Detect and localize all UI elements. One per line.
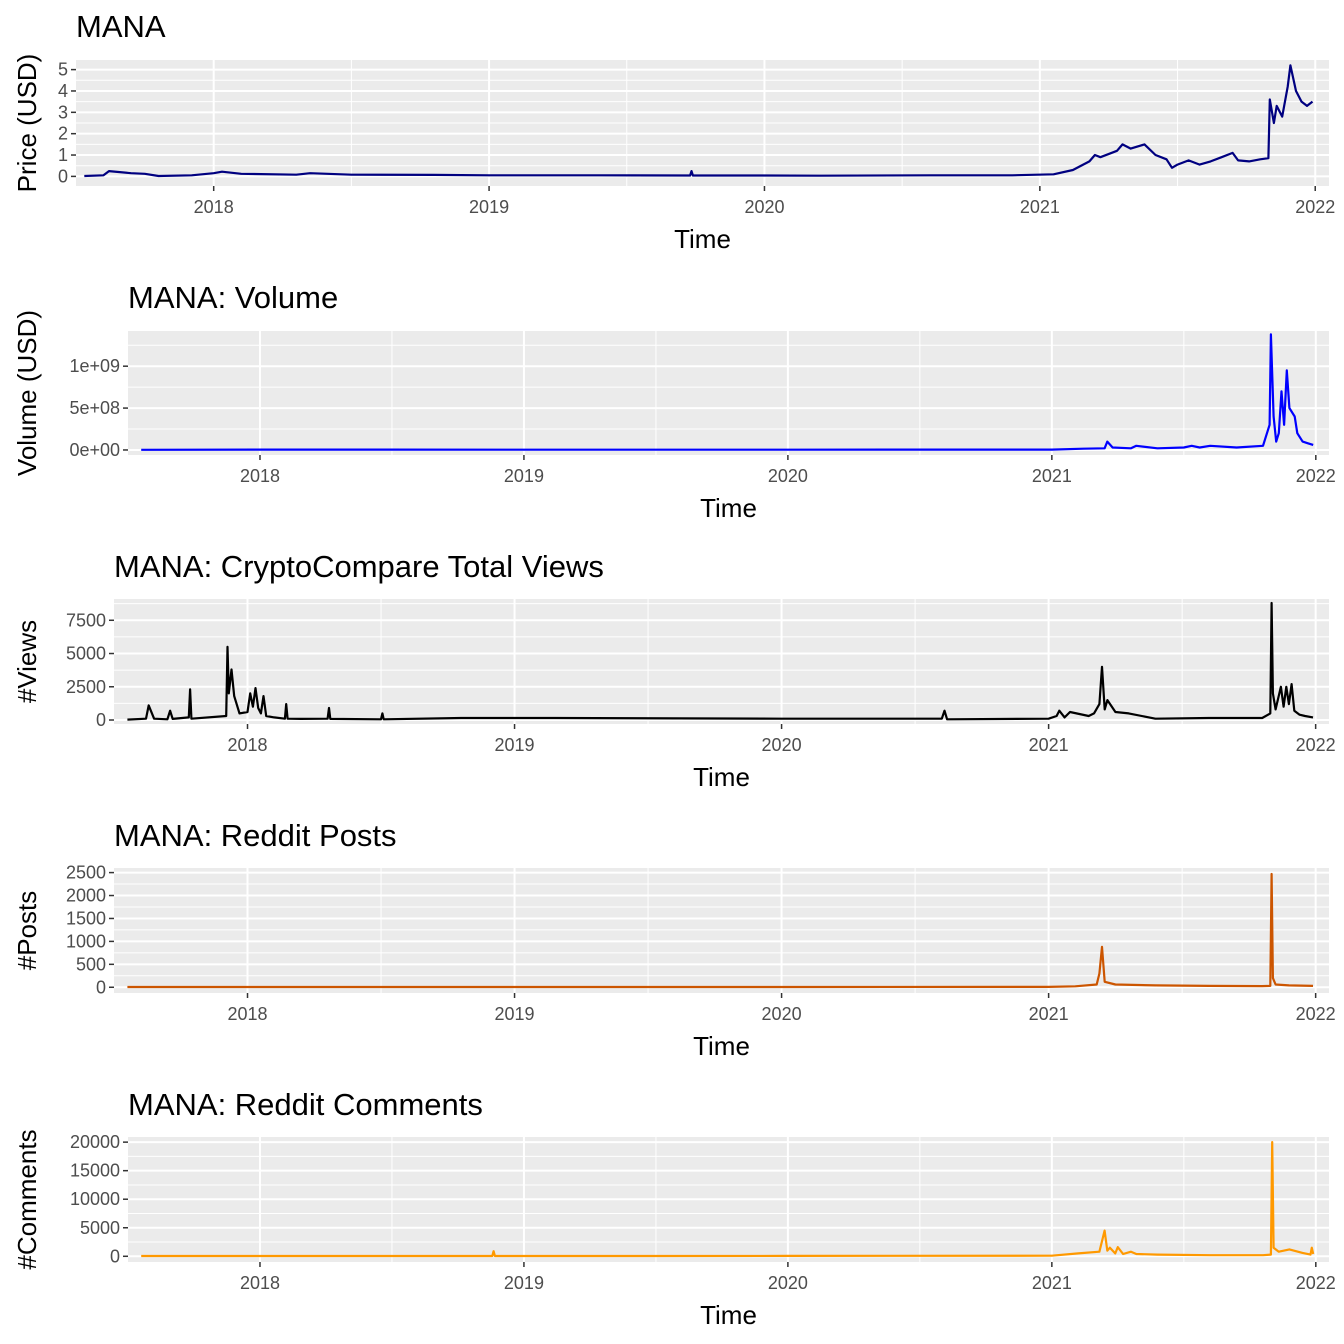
y-tick-label: 4 xyxy=(58,81,68,101)
x-tick-label: 2022 xyxy=(1296,1273,1336,1293)
x-tick-label: 2018 xyxy=(240,466,280,486)
x-tick-label: 2022 xyxy=(1296,1004,1336,1024)
x-tick-label: 2018 xyxy=(240,1273,280,1293)
y-axis-title: Volume (USD) xyxy=(12,310,42,476)
y-tick-label: 2000 xyxy=(66,886,106,906)
chart-title: MANA: Reddit Posts xyxy=(114,818,397,853)
chart-panel-2: 2018 2019 2020 2021 2022 0e+00 5e+08 1e+09 MANA:… xyxy=(12,280,1336,523)
x-tick-label: 2022 xyxy=(1295,197,1335,217)
x-tick-label: 2020 xyxy=(768,1273,808,1293)
x-tick-label: 2020 xyxy=(762,735,802,755)
chart-title: MANA: CryptoCompare Total Views xyxy=(114,549,604,584)
y-tick-label: 5 xyxy=(58,60,68,80)
series-line xyxy=(141,1140,1315,1258)
x-axis-title: Time xyxy=(693,762,750,792)
x-tick-label: 2019 xyxy=(495,735,535,755)
y-tick-label: 1500 xyxy=(66,908,106,928)
y-axis-title: Price (USD) xyxy=(12,54,42,193)
y-axis-title: #Views xyxy=(12,620,42,703)
series-line xyxy=(141,333,1314,451)
x-axis-title: Time xyxy=(693,1031,750,1061)
x-tick-label: 2020 xyxy=(744,197,784,217)
series-line xyxy=(127,601,1314,721)
y-tick-label: 5e+08 xyxy=(69,398,120,418)
y-tick-label: 20000 xyxy=(70,1132,120,1152)
chart-panel-3: 2018 2019 2020 2021 2022 0 2500 5000 7500 MANA: C… xyxy=(12,549,1336,792)
chart-title: MANA: Reddit Comments xyxy=(128,1087,483,1122)
x-tick-label: 2019 xyxy=(504,1273,544,1293)
y-tick-label: 1 xyxy=(58,145,68,165)
y-tick-label: 0e+00 xyxy=(69,440,120,460)
y-tick-label: 10000 xyxy=(70,1189,120,1209)
chart-title: MANA xyxy=(76,9,166,44)
x-tick-label: 2018 xyxy=(194,197,234,217)
panel-background xyxy=(114,868,1329,993)
chart-title: MANA: Volume xyxy=(128,280,338,315)
panel-background xyxy=(114,599,1329,724)
y-tick-label: 500 xyxy=(76,954,106,974)
y-tick-label: 3 xyxy=(58,102,68,122)
x-tick-label: 2020 xyxy=(762,1004,802,1024)
x-tick-label: 2018 xyxy=(227,735,267,755)
x-tick-label: 2022 xyxy=(1296,466,1336,486)
y-tick-label: 1e+09 xyxy=(69,356,120,376)
y-tick-label: 2500 xyxy=(66,863,106,883)
x-tick-label: 2019 xyxy=(504,466,544,486)
x-tick-label: 2021 xyxy=(1032,1273,1072,1293)
y-tick-label: 2 xyxy=(58,124,68,144)
x-tick-label: 2022 xyxy=(1296,735,1336,755)
x-axis-title: Time xyxy=(700,1300,757,1330)
panel-background xyxy=(128,331,1329,455)
x-tick-label: 2021 xyxy=(1032,466,1072,486)
y-tick-label: 5000 xyxy=(66,644,106,664)
y-tick-label: 5000 xyxy=(80,1218,120,1238)
y-tick-label: 0 xyxy=(58,166,68,186)
series-line xyxy=(127,872,1314,989)
x-axis-title: Time xyxy=(674,224,731,254)
x-tick-label: 2019 xyxy=(469,197,509,217)
x-axis-title: Time xyxy=(700,493,757,523)
x-tick-label: 2018 xyxy=(227,1004,267,1024)
y-tick-label: 1000 xyxy=(66,931,106,951)
y-tick-label: 15000 xyxy=(70,1161,120,1181)
x-tick-label: 2021 xyxy=(1020,197,1060,217)
y-tick-label: 0 xyxy=(110,1246,120,1266)
series-line xyxy=(84,64,1314,178)
y-tick-label: 2500 xyxy=(66,677,106,697)
y-tick-label: 7500 xyxy=(66,610,106,630)
y-tick-label: 0 xyxy=(96,977,106,997)
chart-panel-5: 2018 2019 2020 2021 2022 0 5000 10000 15000 20000… xyxy=(12,1087,1336,1330)
x-tick-label: 2020 xyxy=(768,466,808,486)
x-tick-label: 2021 xyxy=(1029,735,1069,755)
x-tick-label: 2021 xyxy=(1029,1004,1069,1024)
x-tick-label: 2019 xyxy=(495,1004,535,1024)
y-axis-title: #Comments xyxy=(12,1129,42,1269)
y-tick-label: 0 xyxy=(96,710,106,730)
y-axis-title: #Posts xyxy=(12,891,42,971)
